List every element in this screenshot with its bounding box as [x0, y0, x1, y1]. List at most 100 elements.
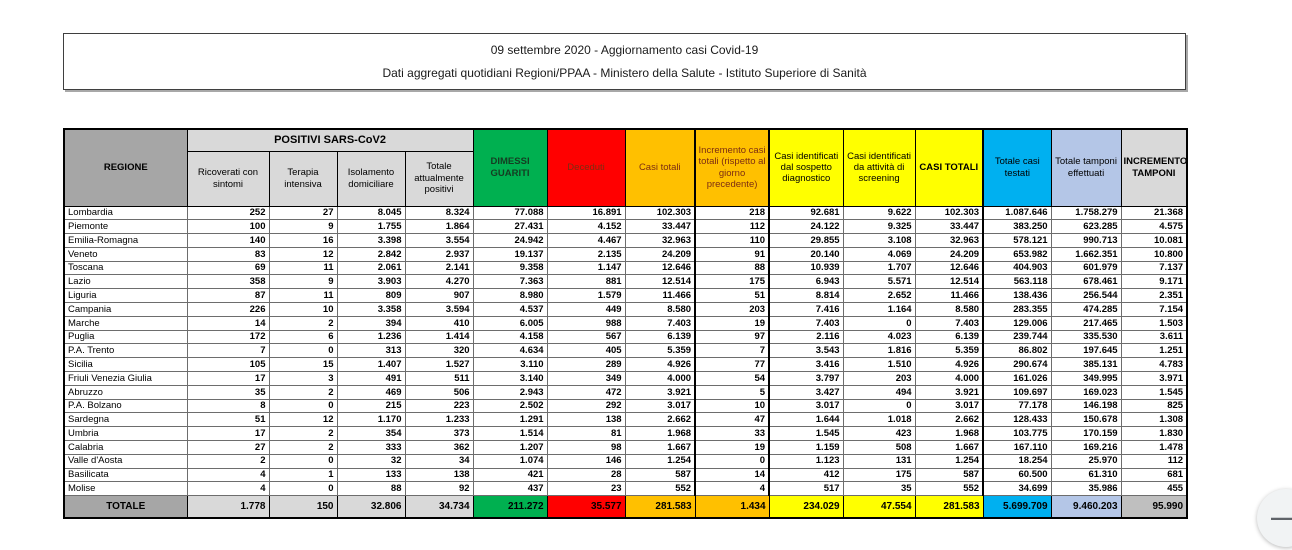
region-name-cell: Sicilia	[63, 357, 188, 373]
table-row: Calabria 27 2 333 362 1.207 98 1.667 19 1.159 508 1…	[63, 440, 1188, 455]
value-cell: 4.467	[546, 233, 626, 248]
value-cell: 1.510	[842, 357, 916, 373]
value-cell: 14	[694, 467, 770, 483]
value-cell: 405	[546, 343, 626, 359]
value-cell: 385.131	[1050, 357, 1122, 373]
value-cell: 404.903	[982, 260, 1052, 276]
bulletin-title-box: 09 settembre 2020 - Aggiornamento casi C…	[63, 33, 1186, 90]
value-cell: 3.108	[842, 233, 916, 248]
value-cell: 35	[842, 481, 916, 497]
value-cell: 12	[268, 412, 338, 428]
value-cell: 1.662.351	[1050, 246, 1122, 262]
total-value-cell: 150	[268, 495, 338, 519]
table-row: Emilia-Romagna 140 16 3.398 3.554 24.942 4.467…	[63, 233, 1188, 248]
value-cell: 354	[336, 426, 406, 442]
value-cell: 12.514	[624, 274, 696, 290]
value-cell: 9	[268, 219, 338, 235]
value-cell: 1.968	[914, 426, 984, 442]
value-cell: 567	[546, 329, 626, 345]
value-cell: 358	[186, 274, 270, 290]
col-header-regione: REGIONE	[63, 128, 188, 207]
value-cell: 169.216	[1050, 440, 1122, 455]
value-cell: 809	[336, 288, 406, 304]
value-cell: 421	[472, 467, 548, 483]
value-cell: 335.530	[1050, 329, 1122, 345]
value-cell: 77.178	[982, 398, 1052, 414]
value-cell: 129.006	[982, 315, 1052, 331]
value-cell: 1.254	[914, 453, 984, 469]
value-cell: 146.198	[1050, 398, 1122, 414]
value-cell: 8.980	[472, 288, 548, 304]
value-cell: 2	[268, 315, 338, 331]
value-cell: 412	[768, 467, 844, 483]
region-name-cell: Puglia	[63, 329, 188, 345]
value-cell: 1.018	[842, 412, 916, 428]
value-cell: 1.579	[546, 288, 626, 304]
region-name-cell: Valle d'Aosta	[63, 453, 188, 469]
table-row: Lombardia 252 27 8.045 8.324 77.088 16.891 102.…	[63, 205, 1188, 221]
value-cell: 256.544	[1050, 288, 1122, 304]
zoom-out-button[interactable]: —	[1257, 489, 1292, 547]
value-cell: 455	[1120, 481, 1188, 497]
value-cell: 4.000	[914, 371, 984, 386]
value-cell: 24.209	[624, 246, 696, 262]
value-cell: 88	[336, 481, 406, 497]
value-cell: 494	[842, 384, 916, 400]
col-header-terapia-intensiva: Terapia intensiva	[268, 150, 338, 207]
value-cell: 907	[404, 288, 474, 304]
value-cell: 61.310	[1050, 467, 1122, 483]
value-cell: 1.864	[404, 219, 474, 235]
value-cell: 87	[186, 288, 270, 304]
value-cell: 3.797	[768, 371, 844, 386]
value-cell: 1.667	[914, 440, 984, 455]
value-cell: 2.937	[404, 246, 474, 262]
total-value-cell: 1.434	[694, 495, 770, 519]
total-value-cell: 234.029	[768, 495, 844, 519]
table-row: P.A. Bolzano 8 0 215 223 2.502 292 3.017 10 3.017…	[63, 398, 1188, 414]
value-cell: 1.147	[546, 260, 626, 276]
value-cell: 1.527	[404, 357, 474, 373]
table-row: Umbria 17 2 354 373 1.514 81 1.968 33 1.545 423 1.9…	[63, 426, 1188, 442]
value-cell: 69	[186, 260, 270, 276]
value-cell: 215	[336, 398, 406, 414]
value-cell: 469	[336, 384, 406, 400]
value-cell: 3.554	[404, 233, 474, 248]
value-cell: 2	[268, 426, 338, 442]
value-cell: 1.707	[842, 260, 916, 276]
bulletin-subtitle: Dati aggregati quotidiani Regioni/PPAA -…	[382, 66, 867, 80]
value-cell: 170.159	[1050, 426, 1122, 442]
value-cell: 175	[694, 274, 770, 290]
value-cell: 1.159	[768, 440, 844, 455]
total-value-cell: 95.990	[1120, 495, 1188, 519]
table-row: Friuli Venezia Giulia 17 3 491 511 3.140 349 4.…	[63, 371, 1188, 386]
value-cell: 7.403	[768, 315, 844, 331]
group-header-positivi: POSITIVI SARS-CoV2	[186, 128, 474, 152]
table-row: Basilicata 4 1 133 138 421 28 587 14 412 175 587 60.…	[63, 467, 1188, 483]
col-header-dimessi-guariti: DIMESSI GUARITI	[472, 128, 548, 207]
table-row: Sardegna 51 12 1.170 1.233 1.291 138 2.662 47 1.6…	[63, 412, 1188, 428]
table-header: REGIONE POSITIVI SARS-CoV2 DIMESSI GUARI…	[63, 128, 1188, 207]
value-cell: 1.074	[472, 453, 548, 469]
value-cell: 25.970	[1050, 453, 1122, 469]
value-cell: 3.427	[768, 384, 844, 400]
total-value-cell: 9.460.203	[1050, 495, 1122, 519]
value-cell: 100	[186, 219, 270, 235]
value-cell: 1.207	[472, 440, 548, 455]
col-header-deceduti: Deceduti	[546, 128, 626, 207]
value-cell: 8.045	[336, 205, 406, 221]
table-row: Campania 226 10 3.358 3.594 4.537 449 8.580 203 7…	[63, 302, 1188, 317]
value-cell: 24.209	[914, 246, 984, 262]
value-cell: 0	[842, 315, 916, 331]
value-cell: 0	[268, 481, 338, 497]
total-value-cell: 47.554	[842, 495, 916, 519]
value-cell: 320	[404, 343, 474, 359]
value-cell: 150.678	[1050, 412, 1122, 428]
table-row: Lazio 358 9 3.903 4.270 7.363 881 12.514 175 6.94…	[63, 274, 1188, 290]
value-cell: 16	[268, 233, 338, 248]
value-cell: 3.140	[472, 371, 548, 386]
value-cell: 4.000	[624, 371, 696, 386]
value-cell: 15	[268, 357, 338, 373]
value-cell: 9.358	[472, 260, 548, 276]
value-cell: 1.170	[336, 412, 406, 428]
value-cell: 2.061	[336, 260, 406, 276]
